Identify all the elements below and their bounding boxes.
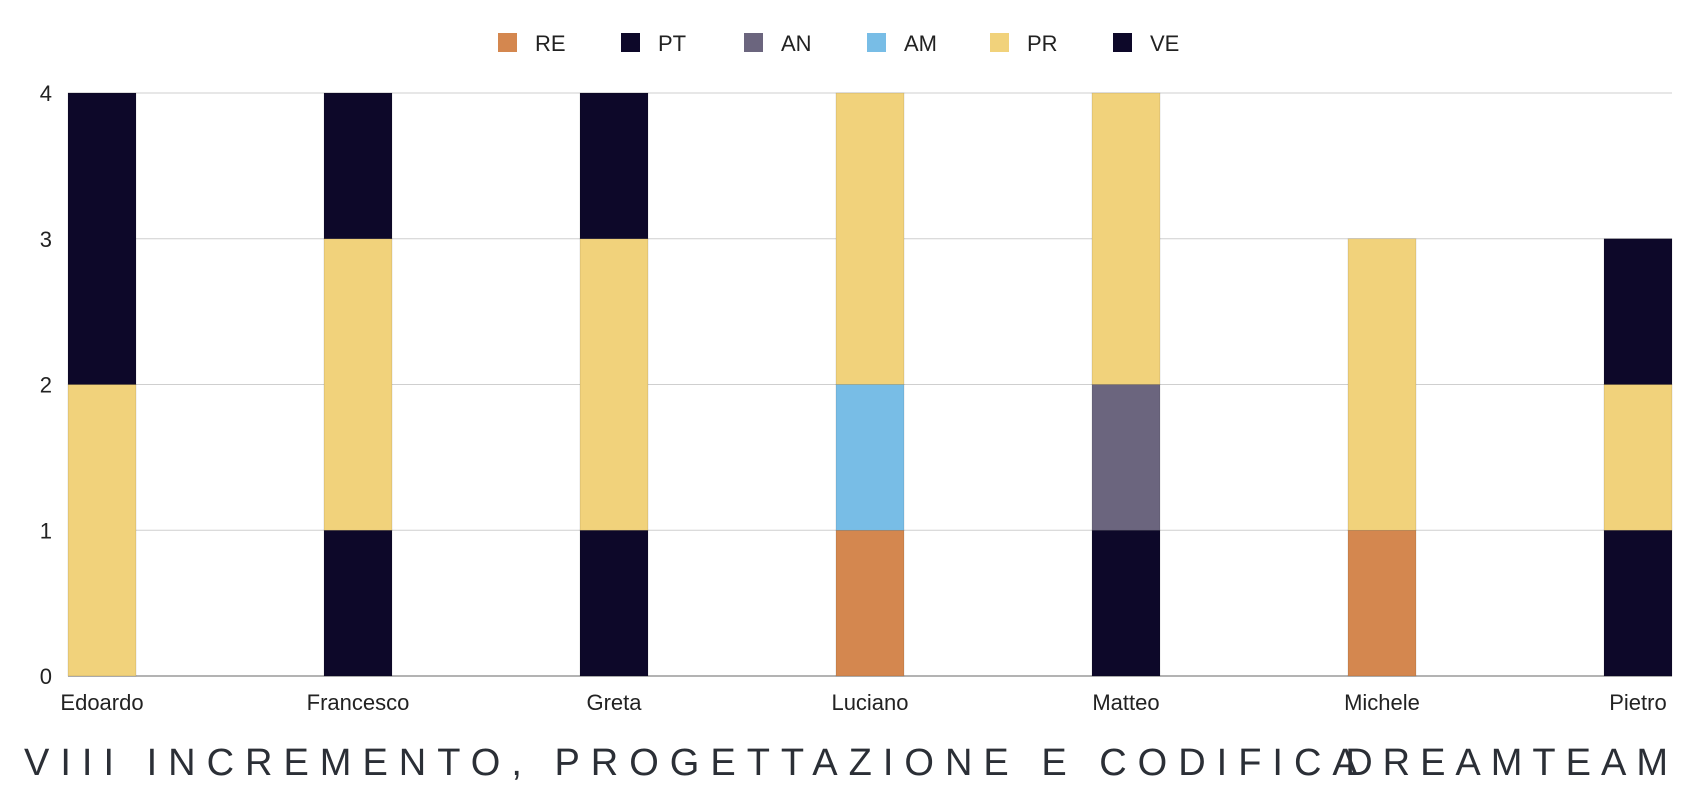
legend-swatch-ve	[1113, 33, 1132, 52]
footer-team-name: DREAMTEAM	[1345, 742, 1678, 784]
x-category-label: Michele	[1344, 690, 1420, 715]
y-tick-label: 0	[40, 664, 52, 689]
bar-segment-re	[835, 529, 905, 677]
legend-label-am: AM	[904, 31, 937, 56]
legend-swatch-pr	[990, 33, 1009, 52]
y-tick-label: 1	[40, 518, 52, 543]
bar-segment-pt	[579, 529, 649, 677]
legend-swatch-re	[498, 33, 517, 52]
x-category-label: Francesco	[307, 690, 410, 715]
bar-segment-pr	[835, 92, 905, 385]
bar-segment-ve	[67, 92, 137, 385]
legend-swatch-an	[744, 33, 763, 52]
bar-segment-pr	[67, 384, 137, 677]
x-category-label: Greta	[586, 690, 642, 715]
bar-segment-re	[1347, 529, 1417, 677]
x-category-label: Edoardo	[60, 690, 143, 715]
legend-swatch-am	[867, 33, 886, 52]
y-tick-label: 4	[40, 81, 52, 106]
bar-segment-pr	[323, 238, 393, 531]
bar-segment-pt	[1603, 529, 1673, 677]
bar-segment-pr	[579, 238, 649, 531]
bar-segment-am	[835, 384, 905, 531]
bar-segment-pr	[1091, 92, 1161, 385]
bar-segment-pt	[1091, 529, 1161, 677]
x-category-label: Luciano	[831, 690, 908, 715]
legend-label-pt: PT	[658, 31, 686, 56]
bar-segment-pt	[323, 529, 393, 677]
bar-segment-pr	[1603, 384, 1673, 531]
bar-segment-ve	[323, 92, 393, 240]
legend-swatch-pt	[621, 33, 640, 52]
stacked-bar-chart: RE PT AN AM PR VE 0 1 2 3 4 Edoardo Francesco Greta…	[40, 31, 1673, 715]
y-tick-label: 2	[40, 373, 52, 398]
legend-label-re: RE	[535, 31, 566, 56]
y-tick-label: 3	[40, 227, 52, 252]
bar-segment-an	[1091, 384, 1161, 531]
bar-segment-ve	[1603, 238, 1673, 385]
legend-label-ve: VE	[1150, 31, 1179, 56]
legend-label-an: AN	[781, 31, 812, 56]
bar-segment-pr	[1347, 238, 1417, 531]
x-axis-labels: Edoardo Francesco Greta Luciano Matteo Michel…	[60, 690, 1666, 715]
legend-label-pr: PR	[1027, 31, 1058, 56]
footer-section-title: VIII INCREMENTO, PROGETTAZIONE E CODIFIC…	[24, 742, 1369, 784]
y-axis-ticks: 0 1 2 3 4	[40, 81, 52, 689]
x-category-label: Matteo	[1092, 690, 1159, 715]
chart-bars	[67, 92, 1673, 677]
x-category-label: Pietro	[1609, 690, 1666, 715]
bar-segment-ve	[579, 92, 649, 240]
chart-legend: RE PT AN AM PR VE	[498, 31, 1179, 56]
